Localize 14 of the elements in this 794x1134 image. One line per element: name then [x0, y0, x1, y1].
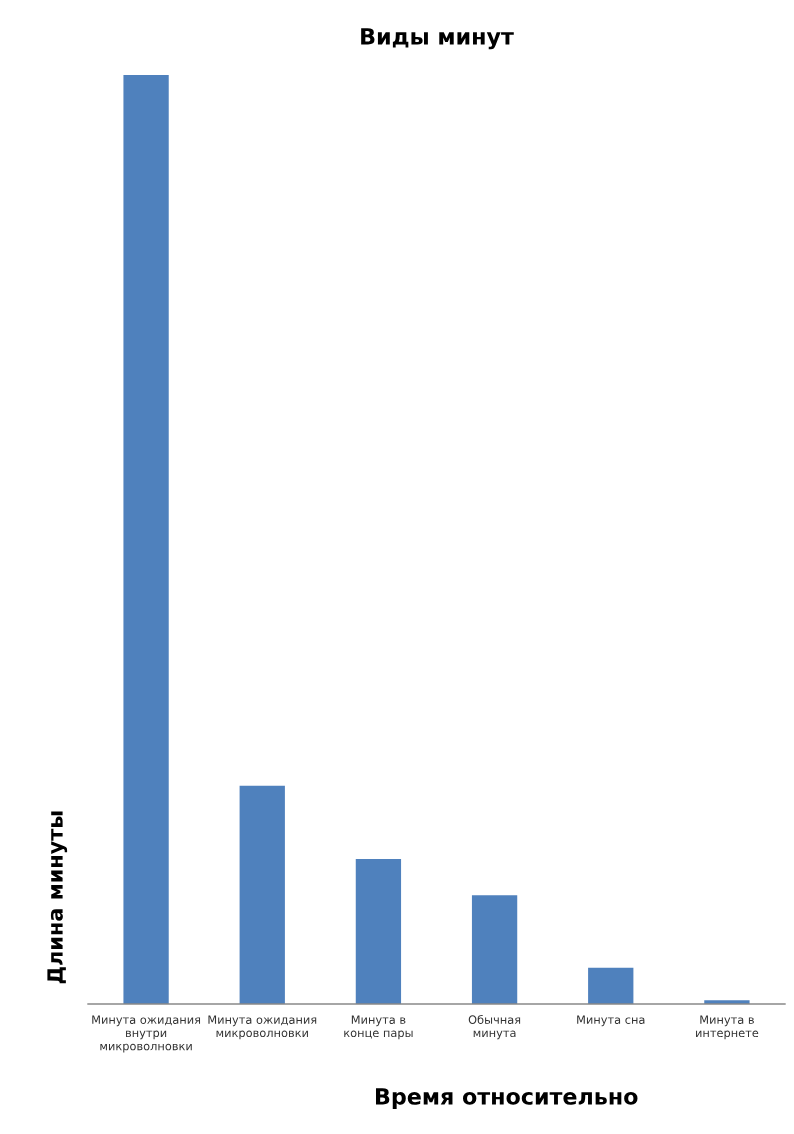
x-tick-label: Минута в конце пары [344, 1015, 413, 1040]
chart-title: Виды минут [361, 28, 514, 50]
x-tick-label: Минута в интернете [696, 1015, 759, 1040]
bar [239, 785, 285, 1004]
x-tick-label: Минута ожидания микроволновки [208, 1015, 317, 1040]
x-axis-title: Время относительно [375, 1088, 638, 1110]
x-tick-label: Минута сна [577, 1015, 645, 1027]
bar [471, 895, 518, 1004]
x-tick-label: Обычная минута [468, 1014, 521, 1040]
x-tick-label: Минута ожидания внутри микроволновки [92, 1015, 201, 1053]
y-axis-title: Длина минуты [47, 811, 68, 984]
bar [588, 967, 634, 1004]
bar [355, 859, 402, 1004]
bar [123, 75, 169, 1004]
